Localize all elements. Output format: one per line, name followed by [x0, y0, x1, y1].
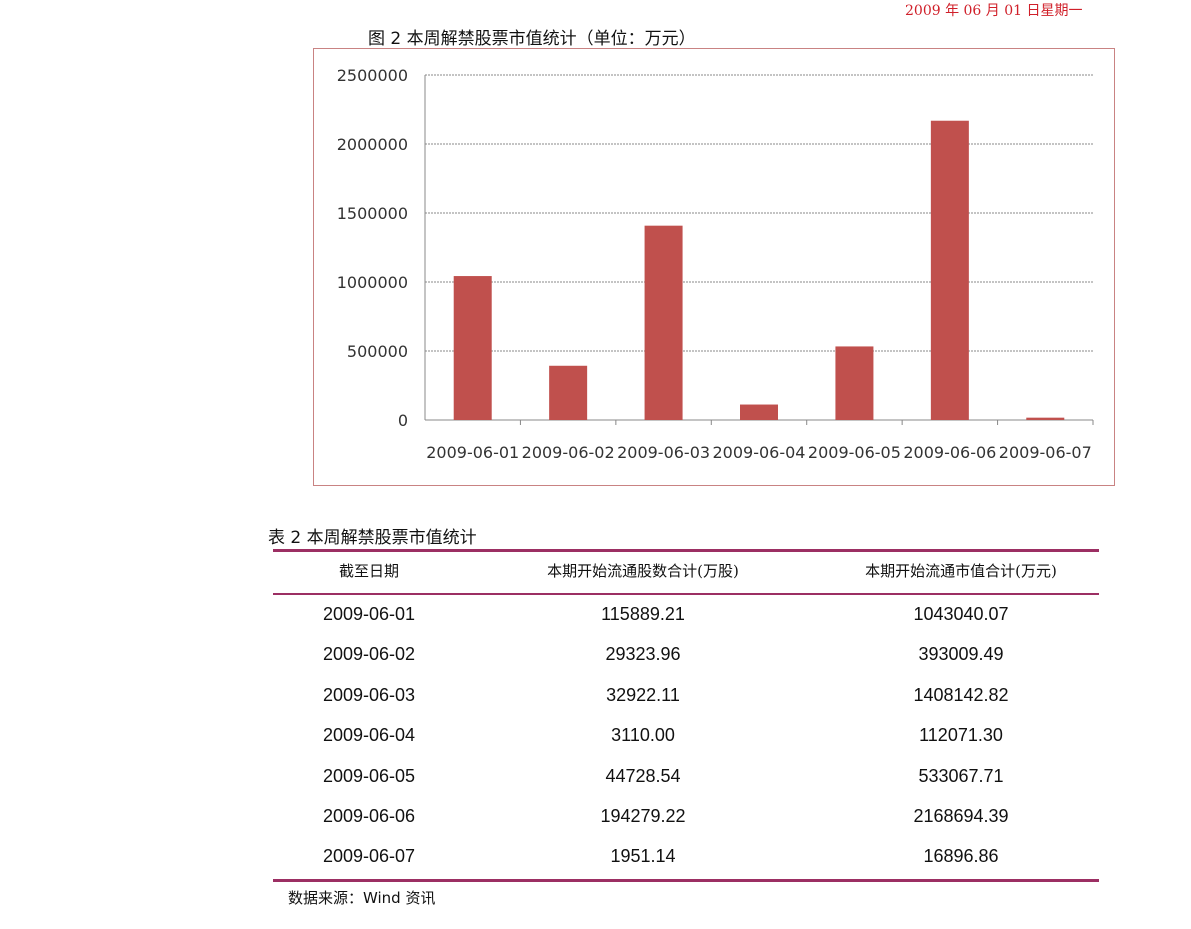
cell-shares: 115889.21: [601, 604, 685, 624]
cell-value: 112071.30: [919, 725, 1003, 746]
cell-date: 2009-06-07: [322, 846, 416, 867]
cell-shares: 44728.54: [605, 765, 681, 786]
table-title: 表 2 本周解禁股票市值统计: [268, 528, 477, 548]
bar: [644, 225, 683, 420]
cell-shares: 29323.96: [605, 644, 681, 665]
cell-shares: 3110.00: [611, 725, 675, 746]
cell-shares: 1951.14: [610, 846, 676, 867]
x-tick-label: 2009-06-05: [808, 443, 901, 462]
bar: [740, 404, 778, 420]
figure-title: 图 2 本周解禁股票市值统计（单位：万元）: [368, 29, 696, 49]
x-tick-label: 2009-06-01: [426, 443, 519, 462]
table-bottom-rule: [273, 879, 1099, 882]
y-tick-label: 2000000: [337, 135, 408, 154]
y-tick-label: 1500000: [337, 204, 408, 223]
x-tick-label: 2009-06-03: [617, 443, 710, 462]
cell-date: 2009-06-02: [322, 644, 416, 665]
y-tick-label: 0: [398, 411, 408, 430]
report-date: 2009 年 06 月 01 日星期一: [905, 3, 1083, 19]
header-date: 截至日期: [338, 562, 400, 580]
cell-shares: 194279.22: [600, 806, 686, 826]
data-source: 数据来源：Wind 资讯: [288, 889, 436, 907]
cell-date: 2009-06-03: [322, 684, 416, 705]
bar-chart: 0 500000 1000000 1500000 2000000 2500000 2009-…: [337, 66, 1094, 462]
x-tick-label: 2009-06-07: [999, 443, 1092, 462]
cell-value: 1408142.82: [913, 684, 1009, 705]
cell-date: 2009-06-01: [322, 604, 416, 624]
table-top-rule: [273, 549, 1099, 552]
cell-value: 533067.71: [918, 765, 1004, 786]
x-tick-label: 2009-06-02: [522, 443, 615, 462]
bar: [453, 276, 492, 420]
cell-shares: 32922.11: [606, 684, 680, 705]
table-header-rule: [273, 593, 1099, 595]
y-tick-label: 1000000: [337, 273, 408, 292]
cell-date: 2009-06-04: [322, 725, 416, 746]
cell-value: 393009.49: [918, 644, 1004, 665]
bar: [549, 365, 588, 420]
bar: [835, 346, 874, 420]
y-tick-label: 2500000: [337, 66, 408, 85]
header-shares: 本期开始流通股数合计(万股): [547, 562, 739, 580]
cell-date: 2009-06-06: [322, 806, 416, 826]
header-value: 本期开始流通市值合计(万元): [865, 562, 1057, 580]
x-tick-label: 2009-06-04: [713, 443, 806, 462]
cell-value: 1043040.07: [913, 604, 1009, 624]
bar: [1026, 417, 1065, 420]
cell-value: 2168694.39: [913, 806, 1009, 826]
bar: [930, 120, 969, 420]
x-tick-label: 2009-06-06: [903, 443, 996, 462]
cell-value: 16896.86: [923, 846, 999, 867]
chart-frame: [313, 48, 1115, 486]
cell-date: 2009-06-05: [322, 765, 416, 786]
y-tick-label: 500000: [347, 342, 408, 361]
